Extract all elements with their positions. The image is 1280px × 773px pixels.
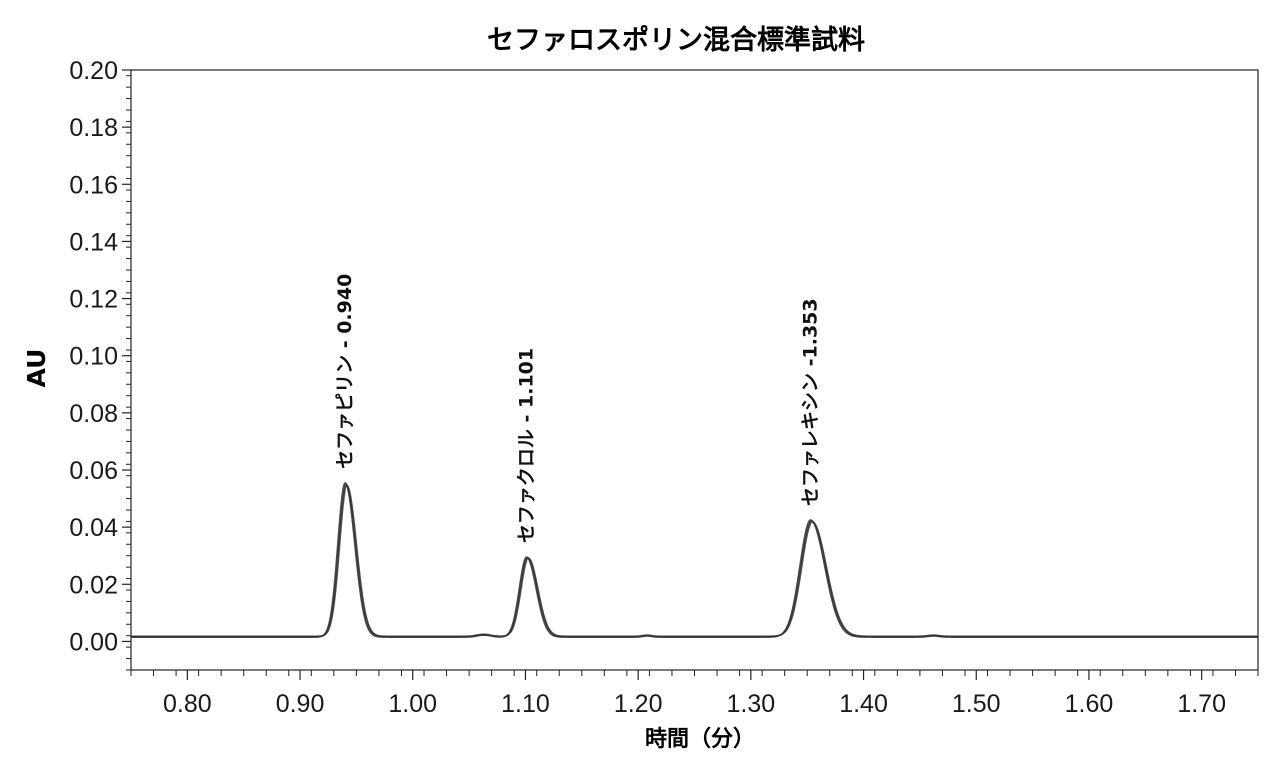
chromatogram-trace <box>131 484 1258 638</box>
y-tick-label: 0.04 <box>69 514 118 542</box>
chromatogram-traces <box>131 481 1258 638</box>
x-tick-label: 0.90 <box>276 690 325 718</box>
y-tick-label: 0.02 <box>69 571 118 599</box>
y-tick-label: 0.06 <box>69 457 118 485</box>
x-axis-ticks: 0.80 0.90 1.00 1.10 1.20 1.30 1.40 1.50 1.60 1.70 <box>130 670 1259 718</box>
y-axis-ticks: 0.00 0.02 0.04 0.06 0.08 0.10 0.12 0.14 0.16 0.18… <box>69 57 131 671</box>
x-tick-label: 1.70 <box>1177 690 1226 718</box>
peak-label: セファクロル - 1.101 <box>516 348 538 543</box>
y-axis-label: AU <box>22 349 51 388</box>
x-tick-label: 1.30 <box>727 690 776 718</box>
x-tick-label: 1.50 <box>952 690 1001 718</box>
y-tick-label: 0.00 <box>69 628 118 656</box>
y-tick-label: 0.10 <box>69 343 118 371</box>
chromatogram-trace <box>131 483 1258 638</box>
x-tick-label: 1.20 <box>614 690 663 718</box>
x-tick-label: 0.80 <box>163 690 212 718</box>
y-tick-label: 0.18 <box>69 114 118 142</box>
y-tick-label: 0.08 <box>69 400 118 428</box>
y-tick-label: 0.14 <box>69 228 118 256</box>
x-tick-label: 1.00 <box>388 690 437 718</box>
chart-title: セファロスポリン混合標準試料 <box>487 24 865 56</box>
x-tick-label: 1.40 <box>839 690 888 718</box>
y-tick-label: 0.16 <box>69 171 118 199</box>
peak-label: セファピリン - 0.940 <box>334 274 356 469</box>
y-tick-label: 0.12 <box>69 286 118 314</box>
x-tick-label: 1.10 <box>501 690 550 718</box>
plot-frame <box>130 69 1259 671</box>
x-tick-label: 1.60 <box>1065 690 1114 718</box>
y-tick-label: 0.20 <box>69 57 118 85</box>
peak-labels: セファピリン - 0.940 セファクロル - 1.101 セファレキシン -1.3… <box>334 274 821 543</box>
peak-label: セファレキシン -1.353 <box>800 298 822 506</box>
chromatogram-trace <box>131 481 1258 638</box>
x-axis-label: 時間（分） <box>645 727 755 752</box>
